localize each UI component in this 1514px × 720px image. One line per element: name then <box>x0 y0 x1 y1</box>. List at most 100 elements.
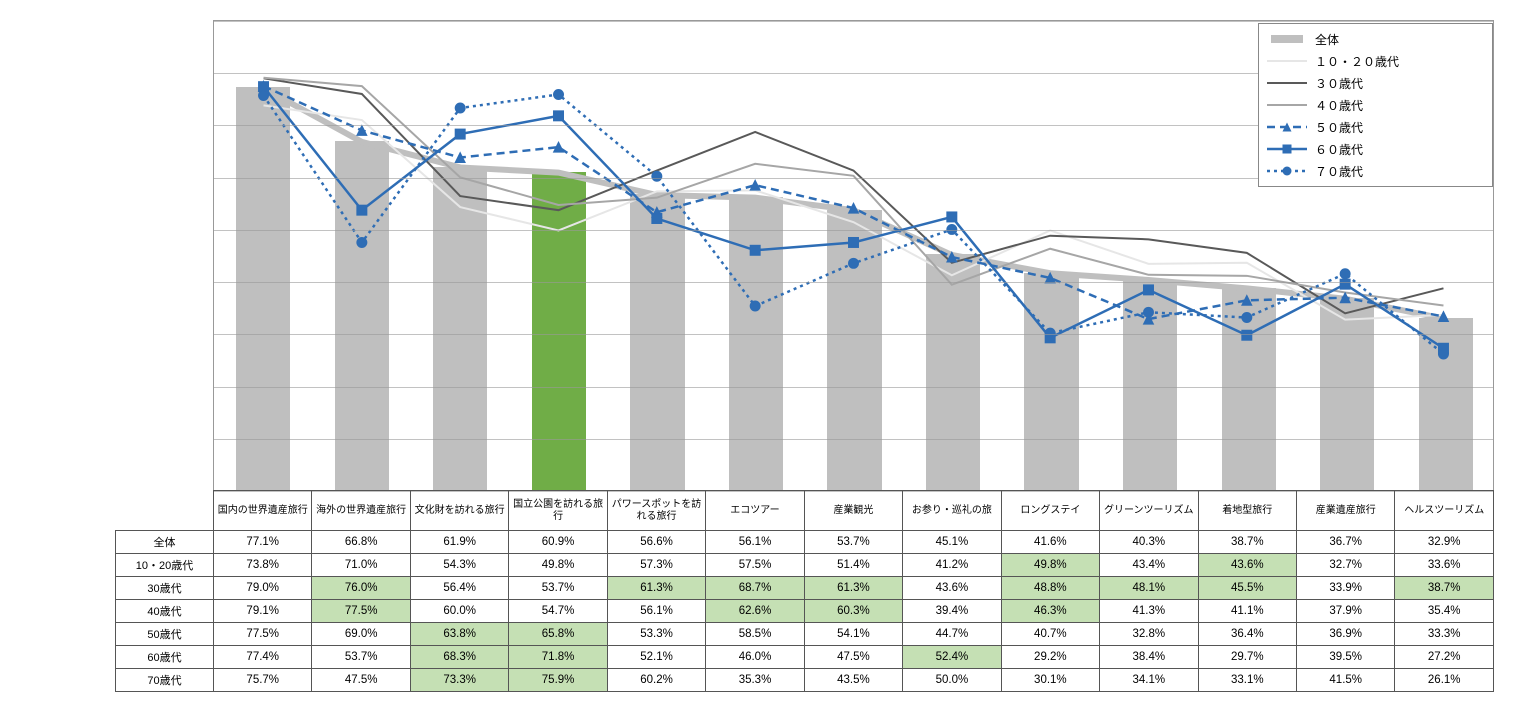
table-cell: 38.7% <box>1395 577 1494 600</box>
legend: 全体 １０・２０歳代 ３０歳代 ４０歳代 ５０歳代 ６０歳代 ７０歳代 <box>1258 23 1493 187</box>
table-cell: 60.2% <box>607 669 705 692</box>
table-cell: 33.3% <box>1395 623 1494 646</box>
table-cell: 68.7% <box>706 577 804 600</box>
table-cell: 29.2% <box>1001 646 1099 669</box>
table-cell: 61.3% <box>804 577 902 600</box>
legend-item: ５０歳代 <box>1267 116 1484 138</box>
table-cell: 39.5% <box>1296 646 1394 669</box>
table-cell: 43.6% <box>1198 554 1296 577</box>
table-cell: 68.3% <box>410 646 508 669</box>
table-cell: 75.9% <box>509 669 607 692</box>
a1020-swatch-icon <box>1267 54 1307 68</box>
category-header: 海外の世界遺産旅行 <box>312 491 410 531</box>
bar <box>433 167 487 490</box>
legend-label: ４０歳代 <box>1315 97 1484 114</box>
table-cell: 45.5% <box>1198 577 1296 600</box>
legend-label: ３０歳代 <box>1315 75 1484 92</box>
table-cell: 53.7% <box>804 531 902 554</box>
table-cell: 43.5% <box>804 669 902 692</box>
table-cell: 50.0% <box>903 669 1001 692</box>
table-cell: 71.0% <box>312 554 410 577</box>
table-cell: 47.5% <box>312 669 410 692</box>
table-cell: 53.7% <box>509 577 607 600</box>
row-label: 30歳代 <box>116 577 214 600</box>
legend-item: ３０歳代 <box>1267 72 1484 94</box>
table-cell: 35.3% <box>706 669 804 692</box>
table-cell: 35.4% <box>1395 600 1494 623</box>
table-cell: 65.8% <box>509 623 607 646</box>
table-cell: 32.7% <box>1296 554 1394 577</box>
legend-label: 全体 <box>1315 31 1484 48</box>
table-cell: 56.1% <box>607 600 705 623</box>
table-cell: 29.7% <box>1198 646 1296 669</box>
table-cell: 44.7% <box>903 623 1001 646</box>
a40-swatch-icon <box>1267 98 1307 112</box>
row-label: 40歳代 <box>116 600 214 623</box>
table-cell: 66.8% <box>312 531 410 554</box>
table-cell: 61.9% <box>410 531 508 554</box>
table-cell: 60.0% <box>410 600 508 623</box>
table-cell: 38.4% <box>1100 646 1198 669</box>
bar <box>630 194 684 490</box>
legend-item: ４０歳代 <box>1267 94 1484 116</box>
legend-item: ７０歳代 <box>1267 160 1484 182</box>
a70-swatch-icon <box>1267 164 1307 178</box>
row-label: 10・20歳代 <box>116 554 214 577</box>
table-cell: 36.9% <box>1296 623 1394 646</box>
bar <box>827 210 881 490</box>
bar <box>1320 298 1374 490</box>
table-cell: 33.9% <box>1296 577 1394 600</box>
bar <box>532 172 586 490</box>
table-cell: 33.1% <box>1198 669 1296 692</box>
category-header: 文化財を訪れる旅行 <box>410 491 508 531</box>
legend-item: ６０歳代 <box>1267 138 1484 160</box>
legend-label: ６０歳代 <box>1315 141 1484 158</box>
bar <box>335 141 389 490</box>
table-cell: 61.3% <box>607 577 705 600</box>
table-cell: 49.8% <box>509 554 607 577</box>
table-cell: 48.1% <box>1100 577 1198 600</box>
bar <box>1419 318 1473 490</box>
bar <box>1123 280 1177 490</box>
legend-label: ７０歳代 <box>1315 163 1484 180</box>
table-cell: 46.3% <box>1001 600 1099 623</box>
table-cell: 33.6% <box>1395 554 1494 577</box>
table-cell: 54.7% <box>509 600 607 623</box>
table-cell: 69.0% <box>312 623 410 646</box>
bar <box>236 87 290 490</box>
category-header: エコツアー <box>706 491 804 531</box>
table-cell: 60.3% <box>804 600 902 623</box>
table-cell: 39.4% <box>903 600 1001 623</box>
category-header: パワースポットを訪れる旅行 <box>607 491 705 531</box>
category-header: グリーンツーリズム <box>1100 491 1198 531</box>
table-cell: 34.1% <box>1100 669 1198 692</box>
data-table: 国内の世界遺産旅行海外の世界遺産旅行文化財を訪れる旅行国立公園を訪れる旅行パワー… <box>115 490 1494 692</box>
legend-item: １０・２０歳代 <box>1267 50 1484 72</box>
table-cell: 79.0% <box>214 577 312 600</box>
table-cell: 36.7% <box>1296 531 1394 554</box>
table-cell: 40.3% <box>1100 531 1198 554</box>
table-cell: 71.8% <box>509 646 607 669</box>
table-cell: 54.3% <box>410 554 508 577</box>
table-cell: 54.1% <box>804 623 902 646</box>
row-label: 70歳代 <box>116 669 214 692</box>
bar <box>1024 273 1078 490</box>
table-cell: 38.7% <box>1198 531 1296 554</box>
table-cell: 43.6% <box>903 577 1001 600</box>
legend-label: １０・２０歳代 <box>1315 53 1484 70</box>
table-cell: 60.9% <box>509 531 607 554</box>
table-cell: 51.4% <box>804 554 902 577</box>
table-cell: 62.6% <box>706 600 804 623</box>
table-cell: 37.9% <box>1296 600 1394 623</box>
table-cell: 48.8% <box>1001 577 1099 600</box>
category-header: 着地型旅行 <box>1198 491 1296 531</box>
table-cell: 27.2% <box>1395 646 1494 669</box>
table-cell: 32.9% <box>1395 531 1494 554</box>
table-cell: 77.5% <box>214 623 312 646</box>
table-cell: 52.4% <box>903 646 1001 669</box>
table-cell: 41.1% <box>1198 600 1296 623</box>
legend-item: 全体 <box>1267 28 1484 50</box>
chart-container: 全体 １０・２０歳代 ３０歳代 ４０歳代 ５０歳代 ６０歳代 ７０歳代 国内の世界遺産旅行海… <box>20 20 1494 700</box>
table-cell: 58.5% <box>706 623 804 646</box>
table-cell: 41.2% <box>903 554 1001 577</box>
